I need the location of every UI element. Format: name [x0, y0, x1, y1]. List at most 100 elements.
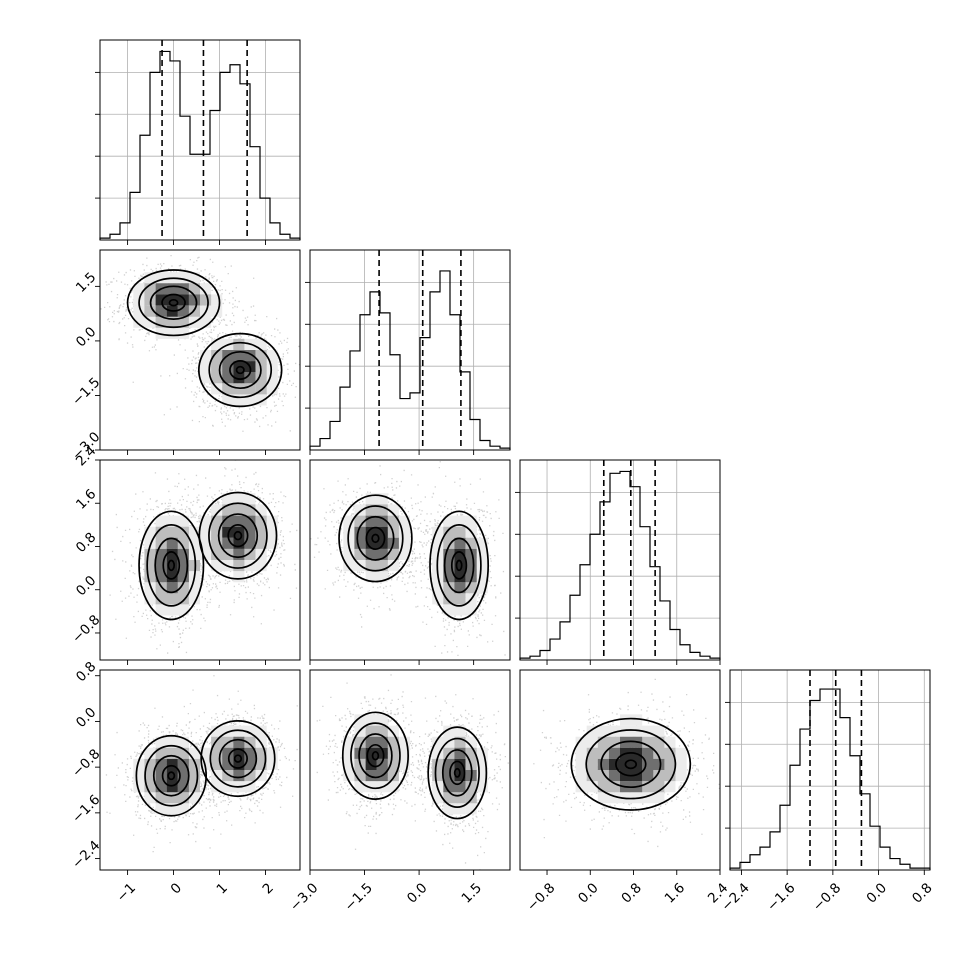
contour-level-1-mode-1	[436, 524, 482, 607]
density-level-4	[166, 747, 245, 793]
x-tick-label: 0.0	[575, 880, 602, 907]
y-tick-label: −0.8	[69, 746, 103, 780]
contour-level-4-mode-0	[371, 533, 380, 544]
y-tick-label: 0.0	[73, 573, 100, 600]
contour-level-2-mode-1	[441, 749, 473, 797]
contour-level-0-mode-1	[200, 720, 276, 798]
histogram-panel-1	[305, 249, 511, 455]
scatter-points	[316, 674, 509, 870]
histogram-line-3	[729, 688, 931, 870]
contour-level-2-mode-1	[443, 537, 475, 594]
y-tick-label: 1.5	[73, 269, 100, 296]
contour-level-0-mode-0	[135, 734, 208, 817]
contour-level-2-mode-0	[149, 285, 198, 320]
contour-level-2-mode-1	[218, 738, 258, 779]
density-content	[316, 674, 509, 870]
contour-level-2-mode-0	[154, 537, 189, 594]
histogram-line-0	[99, 50, 301, 240]
contour-level-4-mode-0	[624, 759, 638, 770]
contour-level-3-mode-1	[450, 551, 468, 580]
histogram-panel-0	[95, 39, 301, 245]
y-tick-label: −2.4	[69, 838, 103, 872]
density-content	[310, 461, 506, 656]
density-frame-3	[99, 669, 301, 871]
density-frame-2	[309, 459, 511, 661]
density-frame-5	[519, 669, 721, 871]
contour-level-0-mode-1	[198, 491, 278, 580]
contour-level-3-mode-0	[161, 293, 186, 312]
histogram-panel-2	[515, 459, 721, 665]
contour-level-3-mode-0	[161, 764, 181, 787]
x-tick-label: 2	[260, 880, 277, 897]
x-tick-label: −1.5	[341, 880, 375, 914]
density-panel-3	[95, 669, 301, 875]
contour-level-1-mode-0	[585, 729, 677, 800]
x-tick-label: 1.6	[662, 880, 689, 907]
density-content	[105, 675, 298, 853]
contour-level-3-mode-0	[162, 551, 181, 580]
contour-level-1-mode-0	[347, 505, 404, 572]
panels-layer	[95, 39, 931, 875]
density-level-3	[155, 515, 256, 594]
y-tick-label: 0.0	[73, 324, 100, 351]
contour-level-4-mode-0	[371, 750, 380, 761]
contour-level-3-mode-1	[227, 524, 249, 548]
y-tick-label: 1.6	[73, 486, 100, 513]
contour-level-2-mode-1	[218, 350, 262, 390]
density-content	[100, 255, 300, 432]
density-panel-1	[95, 459, 301, 665]
density-level-2	[144, 736, 267, 804]
contour-level-1-mode-1	[208, 341, 273, 399]
scatter-points	[105, 675, 298, 853]
density-level-2	[354, 725, 477, 804]
contour-level-3-mode-1	[449, 760, 466, 786]
contour-level-4-mode-1	[233, 754, 243, 763]
contour-level-2-mode-0	[152, 754, 190, 797]
density-level-3	[597, 736, 665, 793]
y-tick-label: −0.8	[69, 612, 103, 646]
contour-level-0-mode-1	[427, 726, 488, 820]
y-tick-label: 0.8	[73, 659, 100, 686]
x-tick-label: 1.5	[459, 880, 486, 907]
contour-level-0-mode-1	[197, 332, 283, 408]
contour-level-1-mode-1	[434, 737, 480, 809]
contour-level-1-mode-1	[209, 729, 267, 788]
histogram-frame-0	[99, 39, 301, 241]
density-level-2	[144, 504, 267, 605]
contour-level-1-mode-0	[146, 524, 197, 607]
contour-level-4-mode-1	[233, 530, 243, 541]
contour-level-4-mode-0	[168, 298, 179, 307]
histogram-line-2	[519, 470, 721, 660]
density-content	[533, 678, 720, 848]
contour-level-4-mode-1	[455, 559, 463, 572]
density-panel-5	[519, 669, 721, 875]
contour-level-0-mode-1	[429, 510, 490, 621]
y-tick-label: −1.6	[69, 792, 103, 826]
density-content	[109, 460, 298, 654]
contour-level-2-mode-1	[217, 513, 259, 559]
x-tick-label: 0.0	[863, 880, 890, 907]
contour-level-1-mode-0	[138, 277, 209, 329]
contour-level-1-mode-0	[350, 722, 401, 790]
x-tick-label: 0.8	[618, 880, 645, 907]
density-panel-2	[309, 459, 511, 665]
contour-level-0-mode-0	[338, 494, 413, 583]
contour-level-3-mode-0	[365, 526, 386, 551]
contour-level-2-mode-0	[600, 740, 662, 789]
x-tick-label: 0.8	[909, 880, 936, 907]
density-level-2	[354, 504, 477, 605]
density-frame-1	[99, 459, 301, 661]
contour-level-3-mode-1	[229, 360, 252, 380]
x-tick-label: −3.0	[287, 880, 321, 914]
x-tick-label: 0.0	[404, 880, 431, 907]
contour-level-0-mode-0	[126, 269, 221, 337]
contour-level-2-mode-0	[356, 515, 395, 561]
density-level-3	[155, 736, 256, 793]
contour-level-4-mode-1	[453, 767, 461, 778]
density-panel-4	[309, 669, 511, 875]
contour-level-4-mode-1	[235, 365, 245, 375]
x-tick-label: −1	[114, 880, 139, 905]
contour-level-3-mode-0	[366, 743, 385, 768]
contour-level-0-mode-0	[341, 711, 410, 800]
density-panel-0	[95, 249, 301, 455]
